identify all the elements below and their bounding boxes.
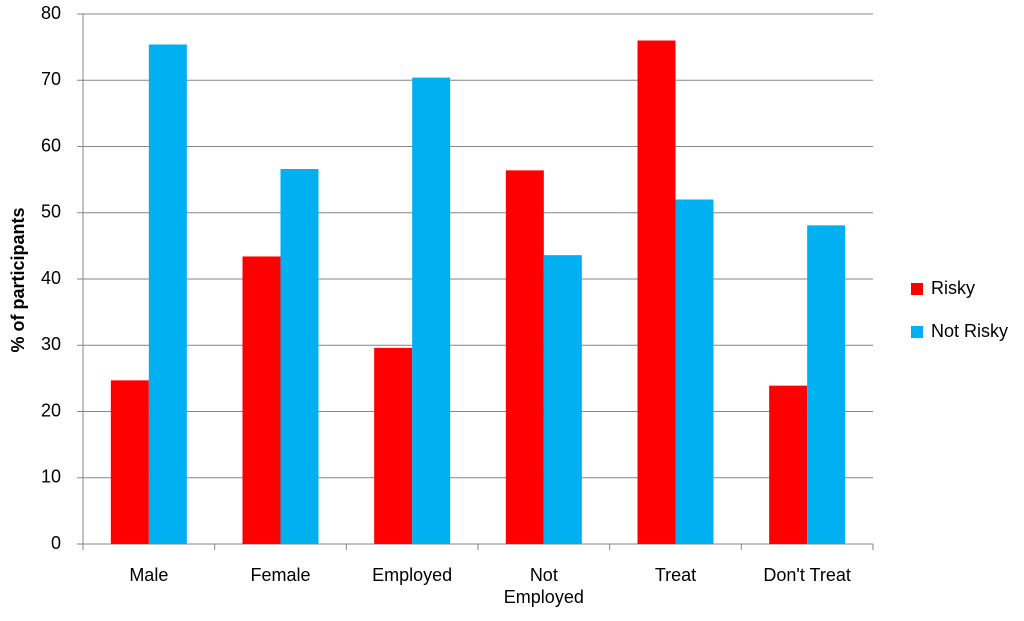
y-tick-label: 80 bbox=[41, 3, 61, 23]
y-tick-label: 20 bbox=[41, 400, 61, 420]
x-tick-label: Treat bbox=[654, 565, 697, 585]
y-tick-label: 50 bbox=[41, 202, 61, 222]
bar bbox=[110, 380, 149, 544]
bar bbox=[412, 77, 451, 544]
bar bbox=[637, 40, 676, 544]
x-tick-label: Female bbox=[250, 565, 311, 585]
y-tick-label: 60 bbox=[41, 135, 61, 155]
x-tick-label: Not Employed bbox=[503, 565, 584, 607]
y-tick-label: 70 bbox=[41, 69, 61, 89]
legend-swatch bbox=[911, 283, 923, 295]
bar bbox=[675, 199, 714, 544]
bar bbox=[148, 44, 187, 544]
bar bbox=[242, 256, 281, 544]
legend-swatch bbox=[911, 326, 923, 338]
y-tick-label: 30 bbox=[41, 334, 61, 354]
bar bbox=[543, 255, 582, 544]
y-tick-label: 40 bbox=[41, 268, 61, 288]
legend-label: Risky bbox=[931, 278, 975, 298]
bar bbox=[280, 169, 319, 544]
x-tick-label: Male bbox=[129, 565, 169, 585]
bar bbox=[769, 385, 808, 544]
y-tick-label: 10 bbox=[41, 467, 61, 487]
y-tick-label: 0 bbox=[51, 533, 61, 553]
x-tick-label: Don't Treat bbox=[763, 565, 851, 585]
bar bbox=[505, 170, 544, 544]
y-axis-label: % of participants bbox=[8, 207, 28, 352]
bar bbox=[807, 225, 846, 544]
x-tick-label: Employed bbox=[372, 565, 453, 585]
legend-label: Not Risky bbox=[931, 321, 1008, 341]
bar bbox=[374, 347, 413, 544]
